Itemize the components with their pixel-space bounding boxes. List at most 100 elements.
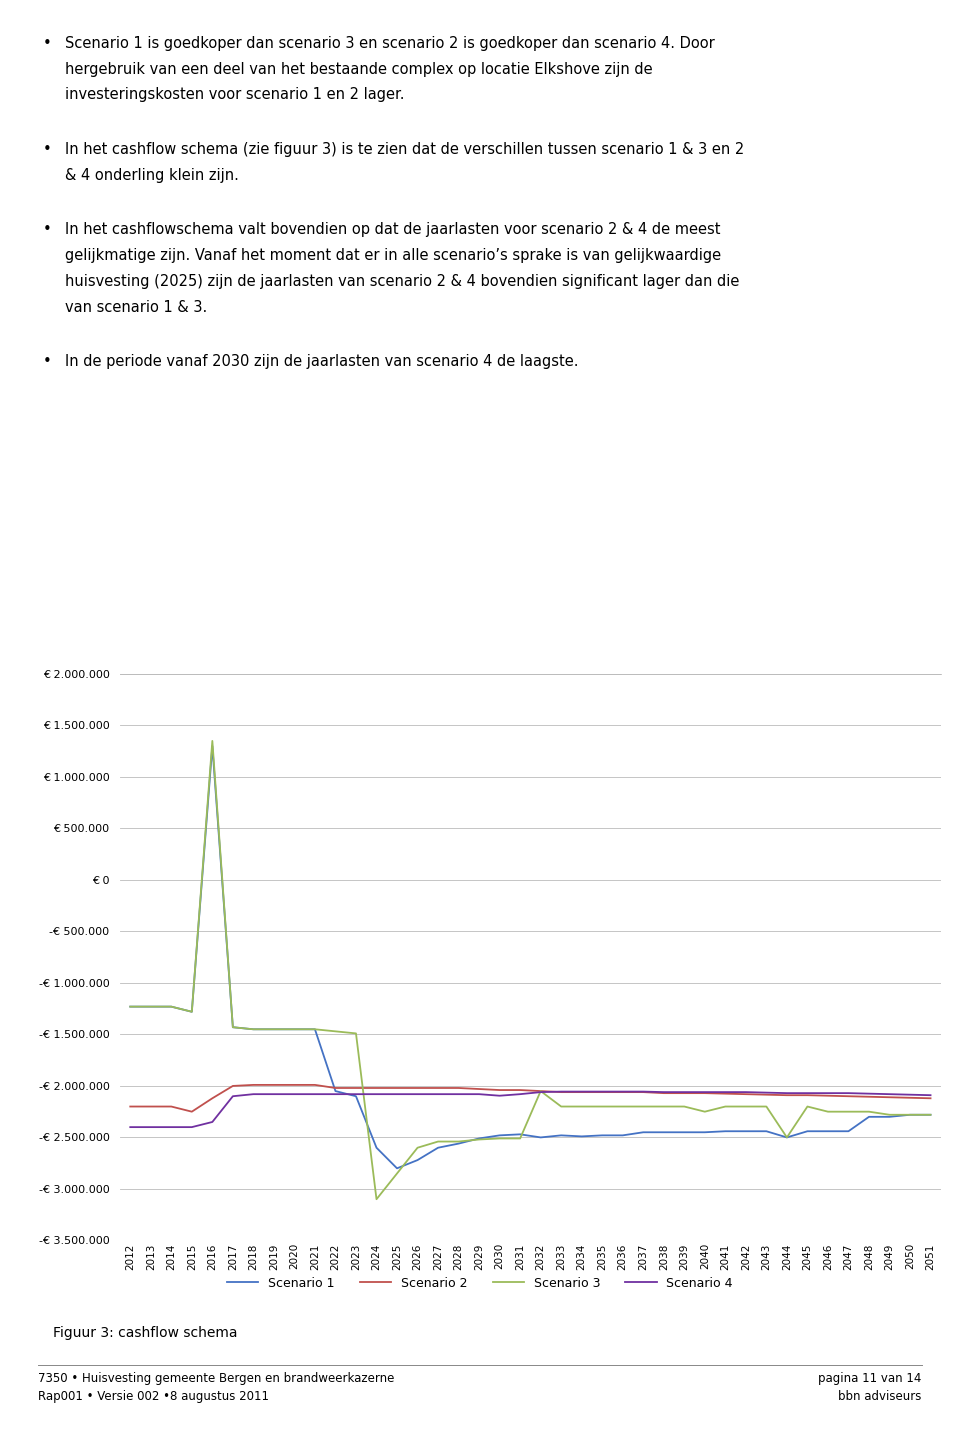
Scenario 3: [760, 1098, 772, 1116]
Text: hergebruik van een deel van het bestaande complex op locatie Elkshove zijn de: hergebruik van een deel van het bestaand…: [65, 62, 653, 76]
Scenario 3: [432, 1133, 444, 1150]
Scenario 1: [371, 1139, 382, 1156]
Scenario 3: [802, 1098, 813, 1116]
Scenario 1: [125, 998, 136, 1015]
Scenario 1: [289, 1021, 300, 1038]
Scenario 4: [904, 1086, 916, 1103]
Scenario 1: [802, 1123, 813, 1140]
Text: •: •: [43, 222, 52, 237]
Scenario 1: [843, 1123, 854, 1140]
Text: •: •: [43, 36, 52, 50]
Scenario 3: [392, 1164, 403, 1182]
Line: Scenario 4: Scenario 4: [131, 1091, 930, 1127]
Scenario 1: [350, 1087, 362, 1104]
Scenario 4: [556, 1083, 567, 1100]
Scenario 2: [412, 1080, 423, 1097]
Scenario 2: [125, 1098, 136, 1116]
Scenario 3: [556, 1098, 567, 1116]
Scenario 1: [637, 1124, 649, 1141]
Scenario 2: [556, 1084, 567, 1101]
Scenario 2: [473, 1080, 485, 1097]
Scenario 4: [186, 1119, 198, 1136]
Scenario 3: [206, 733, 218, 750]
Scenario 2: [781, 1087, 793, 1104]
Scenario 3: [309, 1021, 321, 1038]
Scenario 4: [535, 1084, 546, 1101]
Scenario 4: [268, 1086, 279, 1103]
Scenario 3: [453, 1133, 465, 1150]
Scenario 3: [863, 1103, 875, 1120]
Scenario 3: [125, 998, 136, 1015]
Scenario 2: [350, 1080, 362, 1097]
Scenario 2: [884, 1088, 896, 1106]
Scenario 1: [493, 1127, 505, 1144]
Scenario 2: [617, 1084, 629, 1101]
Scenario 1: [165, 998, 177, 1015]
Text: gelijkmatige zijn. Vanaf het moment dat er in alle scenario’s sprake is van geli: gelijkmatige zijn. Vanaf het moment dat …: [65, 248, 721, 262]
Scenario 2: [228, 1077, 239, 1094]
Scenario 2: [432, 1080, 444, 1097]
Scenario 4: [637, 1083, 649, 1100]
Scenario 4: [412, 1086, 423, 1103]
Scenario 3: [228, 1018, 239, 1035]
Scenario 2: [720, 1086, 732, 1103]
Scenario 4: [350, 1086, 362, 1103]
Scenario 1: [309, 1021, 321, 1038]
Scenario 4: [740, 1084, 752, 1101]
Scenario 3: [350, 1025, 362, 1043]
Scenario 1: [699, 1124, 710, 1141]
Text: Figuur 3: cashflow schema: Figuur 3: cashflow schema: [53, 1326, 237, 1341]
Scenario 2: [329, 1080, 341, 1097]
Scenario 2: [637, 1084, 649, 1101]
Scenario 2: [371, 1080, 382, 1097]
Scenario 3: [535, 1083, 546, 1100]
Scenario 3: [268, 1021, 279, 1038]
Scenario 2: [924, 1090, 936, 1107]
Scenario 2: [248, 1077, 259, 1094]
Scenario 1: [392, 1160, 403, 1177]
Scenario 2: [453, 1080, 465, 1097]
Scenario 2: [904, 1090, 916, 1107]
Scenario 4: [720, 1084, 732, 1101]
Scenario 1: [720, 1123, 732, 1140]
Scenario 4: [617, 1083, 629, 1100]
Scenario 3: [720, 1098, 732, 1116]
Scenario 2: [493, 1081, 505, 1098]
Scenario 4: [924, 1087, 936, 1104]
Scenario 4: [576, 1083, 588, 1100]
Scenario 2: [268, 1077, 279, 1094]
Scenario 2: [145, 1098, 156, 1116]
Scenario 4: [248, 1086, 259, 1103]
Scenario 3: [924, 1106, 936, 1123]
Scenario 4: [596, 1083, 608, 1100]
Line: Scenario 3: Scenario 3: [131, 741, 930, 1199]
Legend: Scenario 1, Scenario 2, Scenario 3, Scenario 4: Scenario 1, Scenario 2, Scenario 3, Scen…: [222, 1272, 738, 1295]
Scenario 4: [679, 1084, 690, 1101]
Scenario 2: [843, 1087, 854, 1104]
Scenario 1: [556, 1127, 567, 1144]
Scenario 2: [289, 1077, 300, 1094]
Scenario 4: [309, 1086, 321, 1103]
Scenario 3: [740, 1098, 752, 1116]
Text: In het cashflowschema valt bovendien op dat de jaarlasten voor scenario 2 & 4 de: In het cashflowschema valt bovendien op …: [65, 222, 721, 237]
Scenario 1: [863, 1108, 875, 1126]
Scenario 4: [802, 1084, 813, 1101]
Scenario 4: [165, 1119, 177, 1136]
Scenario 4: [515, 1086, 526, 1103]
Scenario 1: [228, 1018, 239, 1035]
Scenario 2: [576, 1084, 588, 1101]
Scenario 3: [576, 1098, 588, 1116]
Scenario 4: [145, 1119, 156, 1136]
Scenario 2: [658, 1084, 669, 1101]
Scenario 1: [515, 1126, 526, 1143]
Scenario 3: [248, 1021, 259, 1038]
Scenario 3: [493, 1130, 505, 1147]
Scenario 4: [822, 1084, 833, 1101]
Scenario 1: [781, 1129, 793, 1146]
Scenario 2: [186, 1103, 198, 1120]
Scenario 1: [924, 1106, 936, 1123]
Text: In het cashflow schema (zie figuur 3) is te zien dat de verschillen tussen scena: In het cashflow schema (zie figuur 3) is…: [65, 142, 745, 156]
Scenario 4: [206, 1113, 218, 1130]
Scenario 3: [904, 1106, 916, 1123]
Scenario 4: [392, 1086, 403, 1103]
